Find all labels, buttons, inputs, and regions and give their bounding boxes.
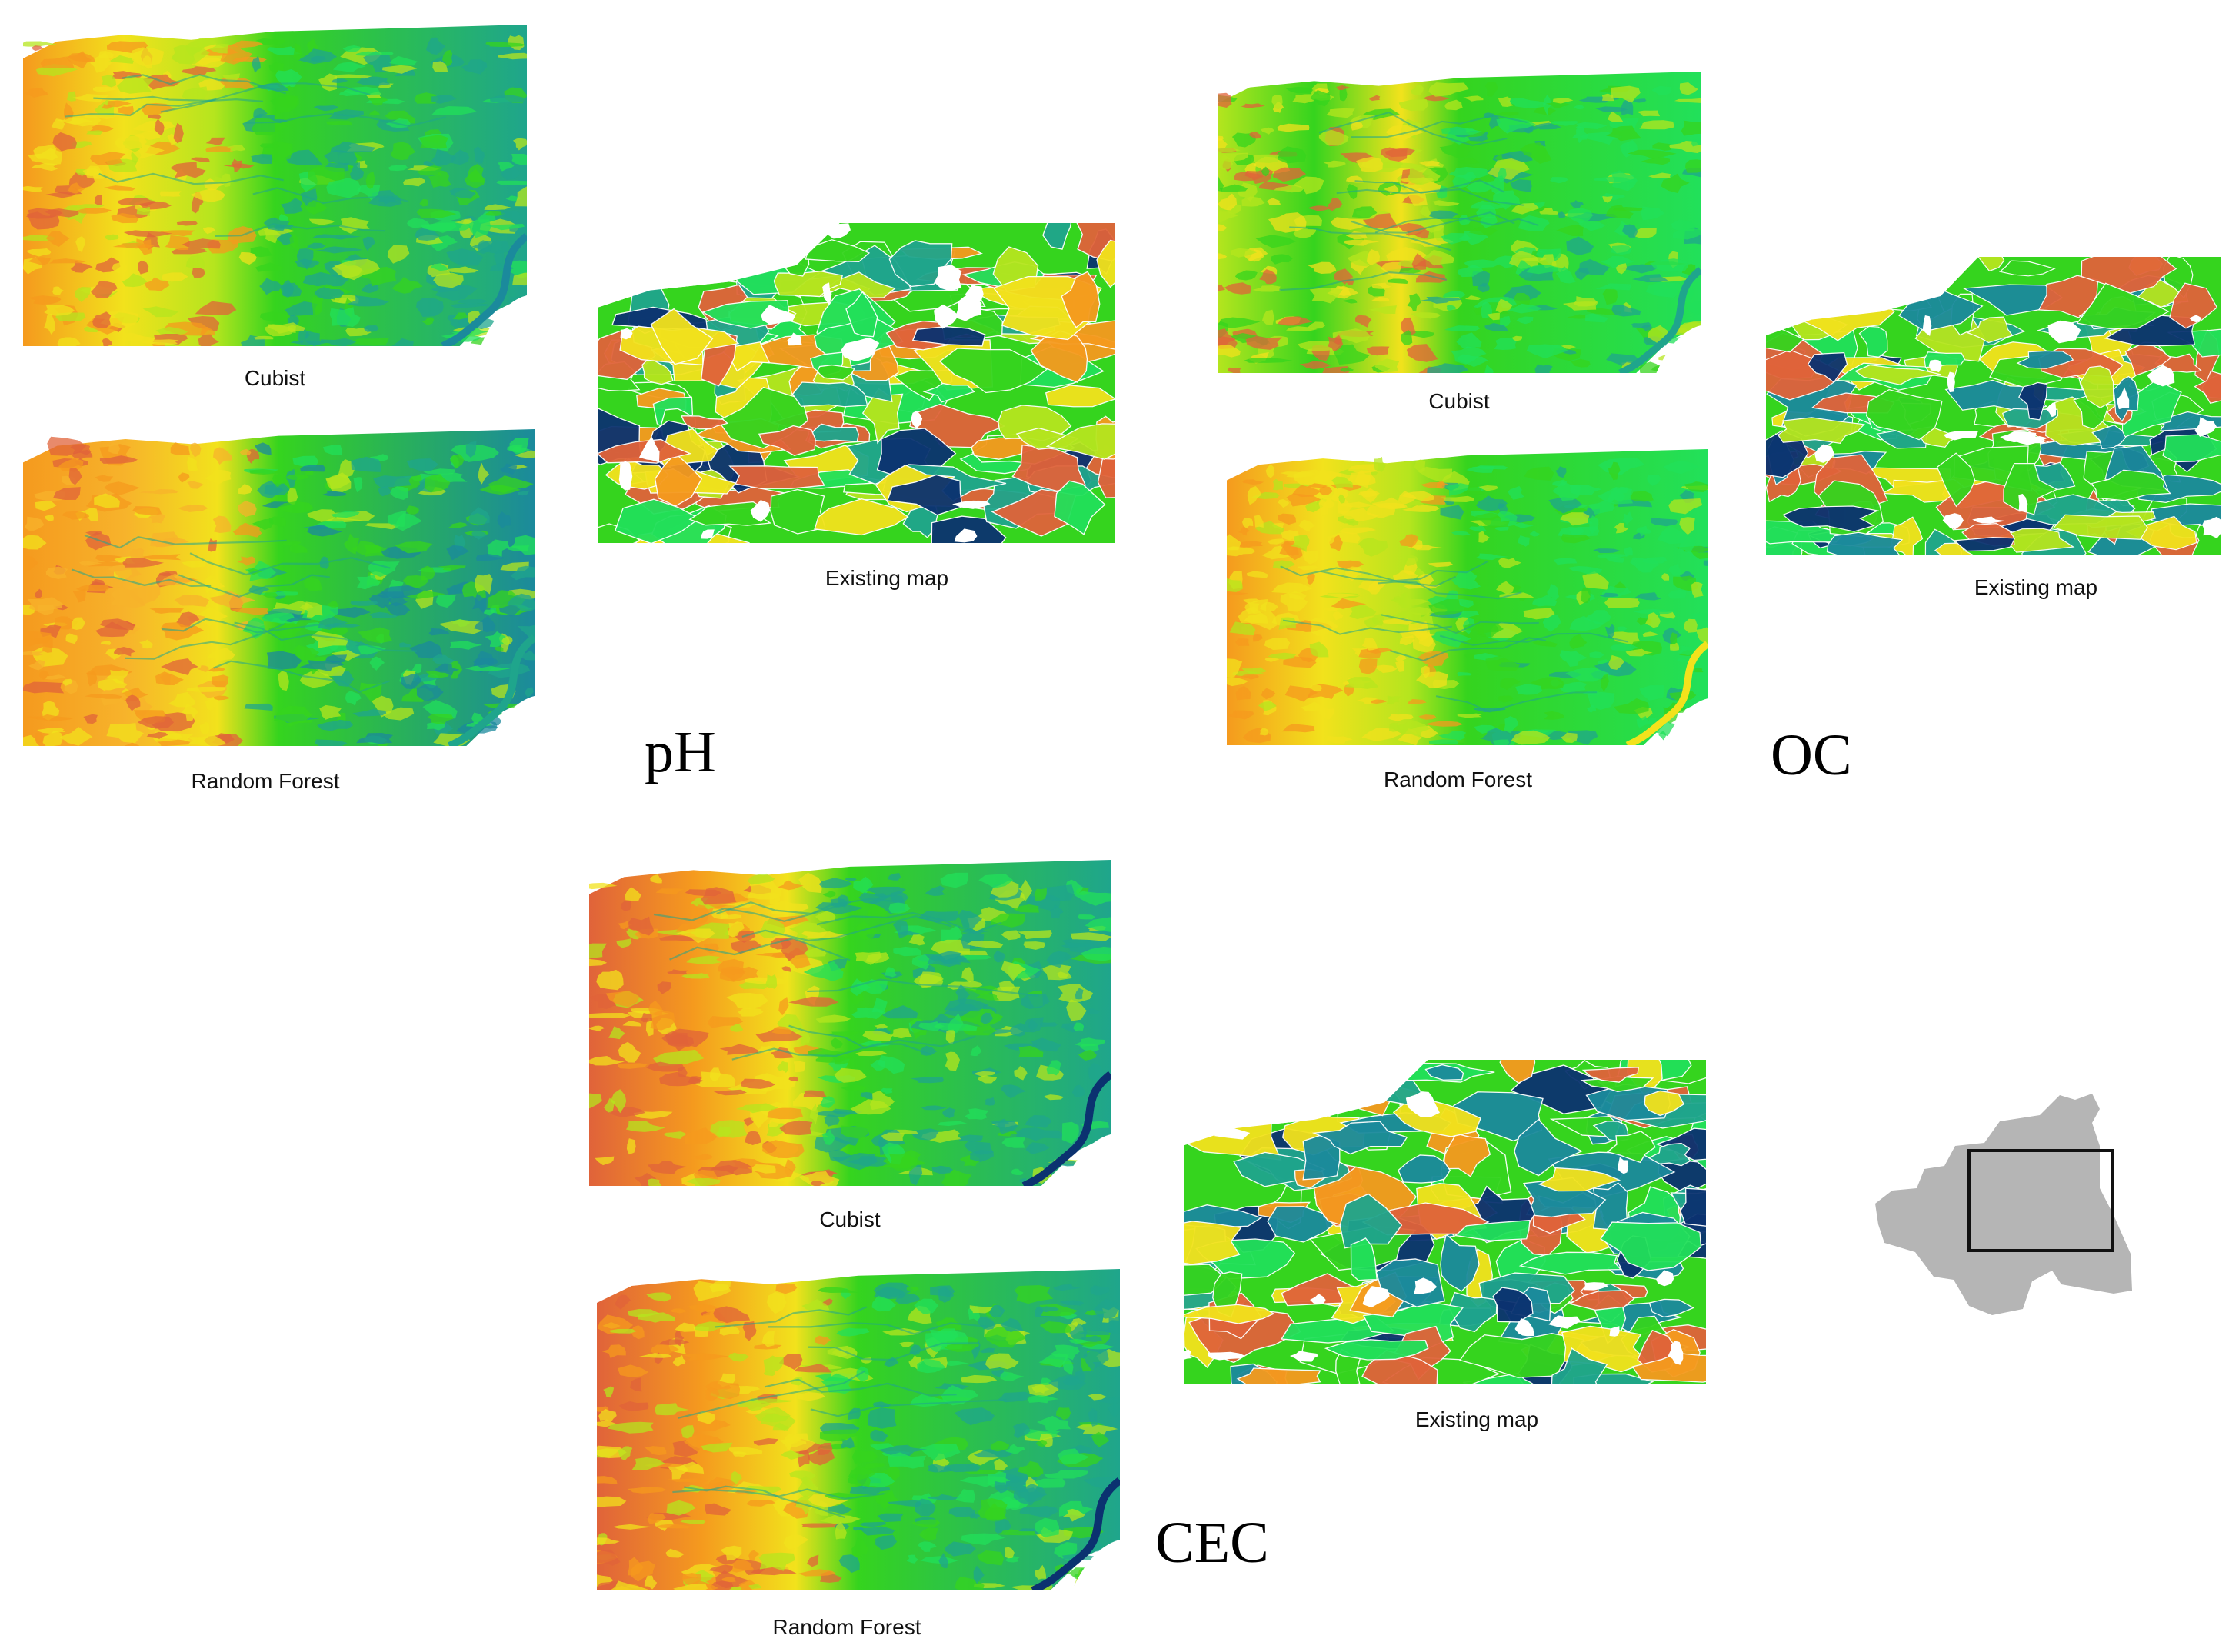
caption-oc-random-forest: Random Forest	[1384, 768, 1532, 791]
map-raster	[597, 1269, 1120, 1590]
caption-oc-existing: Existing map	[1974, 575, 2098, 599]
label-oc: OC	[1771, 723, 1852, 788]
map-raster	[23, 429, 535, 746]
map-raster	[1218, 72, 1701, 373]
map-ph-cubist	[23, 25, 527, 346]
map-raster	[1184, 1060, 1706, 1384]
locator-inset-map	[1875, 1094, 2132, 1315]
map-cec-cubist	[589, 860, 1111, 1186]
caption-cec-cubist: Cubist	[819, 1207, 881, 1231]
map-raster	[1227, 449, 1708, 745]
caption-ph-cubist: Cubist	[244, 366, 306, 390]
map-raster	[598, 223, 1115, 543]
map-oc-cubist	[1218, 72, 1701, 373]
map-raster	[1766, 257, 2221, 555]
map-raster	[589, 860, 1111, 1186]
map-oc-random-forest	[1227, 449, 1708, 745]
caption-ph-random-forest: Random Forest	[191, 769, 340, 793]
map-ph-random-forest	[23, 429, 535, 746]
caption-oc-cubist: Cubist	[1428, 389, 1490, 413]
map-raster	[23, 25, 527, 346]
study-area-frame	[1967, 1149, 2114, 1252]
label-ph: pH	[645, 720, 716, 784]
map-oc-existing	[1766, 257, 2221, 555]
caption-cec-random-forest: Random Forest	[772, 1615, 921, 1639]
map-cec-existing	[1184, 1060, 1706, 1384]
caption-ph-existing: Existing map	[825, 566, 949, 590]
label-cec: CEC	[1155, 1510, 1269, 1575]
study-region-shape	[1875, 1094, 2132, 1315]
map-cec-random-forest	[597, 1269, 1120, 1590]
caption-cec-existing: Existing map	[1414, 1407, 1539, 1431]
map-ph-existing	[598, 223, 1115, 543]
